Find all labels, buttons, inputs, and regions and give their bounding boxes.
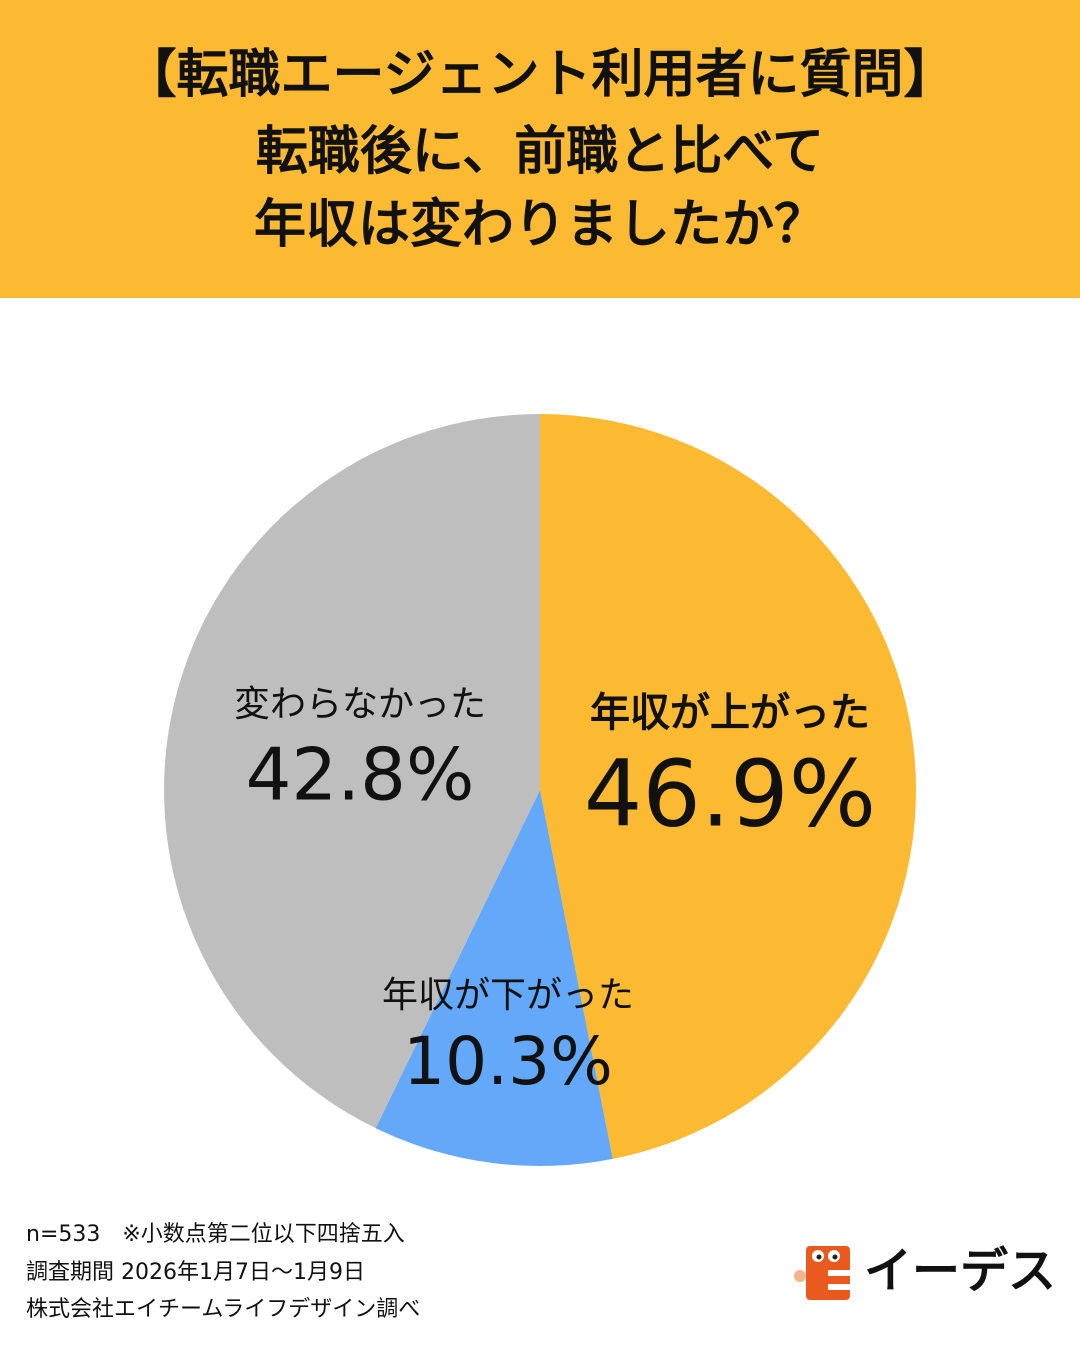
- title-line: 【転職エージェント利用者に質問】: [125, 45, 956, 105]
- slice-label: 変わらなかった: [234, 684, 486, 725]
- slice-label: 年収が上がった: [590, 690, 870, 736]
- pie-slice: [540, 414, 916, 1159]
- title-line: 転職後に、前職と比べて: [256, 122, 824, 182]
- value-label: 10.3%: [403, 1023, 613, 1100]
- note: 株式会社エイチームライフデザイン調べ: [26, 1297, 420, 1322]
- logo-icon: [794, 1246, 850, 1300]
- value-label: 46.9%: [584, 740, 876, 847]
- note: 調査期間 2026年1月7日～1月9日: [26, 1260, 365, 1285]
- slice-label: 年収が下がった: [382, 975, 634, 1016]
- value-label: 42.8%: [246, 733, 475, 817]
- pie-slice: [375, 790, 613, 1166]
- pie-slice: [164, 414, 540, 1129]
- title-line: 年収は変わりましたか？: [254, 195, 826, 255]
- note: n=533 ※小数点第二位以下四捨五入: [26, 1222, 405, 1247]
- logo-text: イーデス: [864, 1243, 1056, 1299]
- header-band: [0, 0, 1080, 298]
